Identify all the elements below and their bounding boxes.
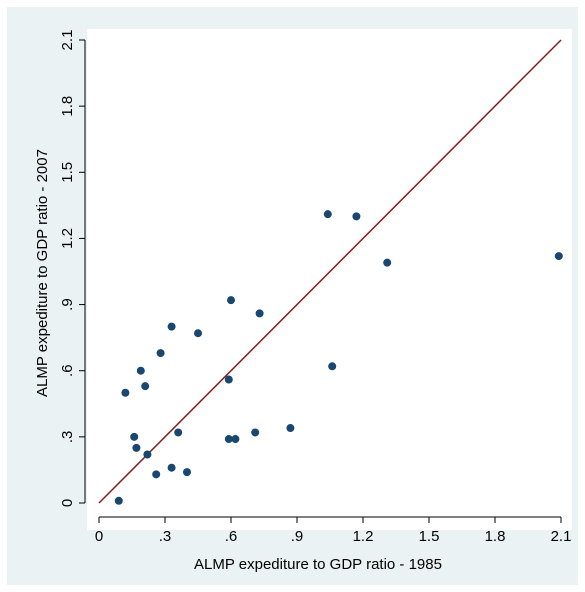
data-point (227, 296, 235, 305)
x-tick-label: .3 (159, 528, 172, 545)
x-tick-label: 1.8 (485, 528, 506, 545)
plot-area (87, 29, 572, 530)
reference-line-45deg (98, 39, 562, 504)
y-tick-label: .6 (59, 364, 76, 377)
data-point (194, 329, 202, 338)
x-tick-label: .9 (291, 528, 304, 545)
data-point (323, 210, 332, 219)
y-tick-label: 1.2 (59, 228, 76, 249)
y-tick-label: .3 (59, 431, 76, 444)
data-point (121, 388, 130, 397)
x-axis-title: ALMP expediture to GDP ratio - 1985 (194, 556, 442, 573)
data-point (143, 450, 152, 459)
data-point (183, 468, 191, 477)
data-point (251, 428, 260, 437)
y-tick-label: .9 (59, 298, 76, 311)
y-tick-label: 2.1 (59, 30, 76, 51)
y-tick-label: 1.8 (59, 96, 76, 117)
data-point (224, 375, 233, 384)
y-tick-label: 0 (59, 499, 76, 507)
x-tick-label: 0 (95, 528, 103, 545)
data-point (167, 322, 176, 331)
data-point (231, 435, 240, 444)
data-point (286, 424, 295, 433)
data-point (156, 349, 165, 358)
data-point (328, 362, 337, 371)
data-point (224, 435, 233, 444)
x-tick-label: 2.1 (551, 528, 572, 545)
y-axis-title: ALMP expediture to GDP ratio - 2007 (34, 149, 51, 397)
data-point (132, 443, 141, 452)
data-point (130, 432, 139, 441)
data-point (152, 470, 161, 479)
data-point (167, 463, 176, 472)
data-point (114, 496, 123, 505)
data-point (255, 309, 264, 318)
x-tick-label: 1.5 (419, 528, 440, 545)
y-tick-label: 1.5 (59, 162, 76, 183)
data-point (383, 258, 392, 267)
x-tick-label: .6 (225, 528, 238, 545)
x-tick-label: 1.2 (353, 528, 374, 545)
data-point (554, 252, 563, 261)
data-point (136, 366, 145, 375)
data-point (174, 428, 183, 437)
data-point (352, 212, 361, 221)
data-point (141, 382, 150, 391)
